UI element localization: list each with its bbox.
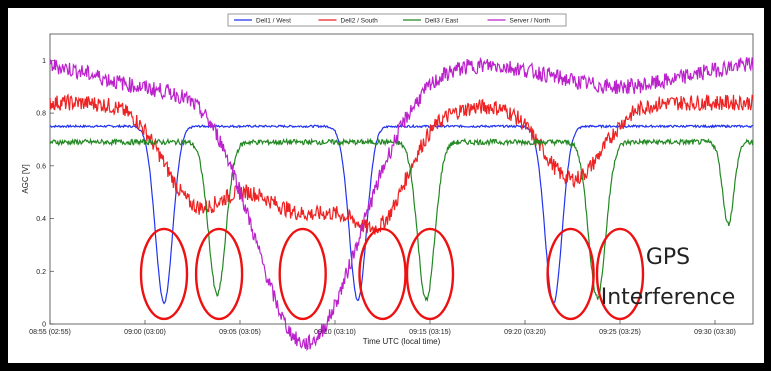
series-line-2 [49,93,754,235]
series-line-3 [49,137,754,303]
x-tick-label: 09:00 (03:00) [124,329,166,336]
chart-panel: Dell1 / West Dell2 / South Dell3 / East Ser… [8,8,764,363]
highlight-ellipse [194,227,244,321]
x-tick-label: 09:10 (03:10) [314,329,356,336]
series-lines [49,56,754,351]
legend-box [227,13,567,27]
y-tick-label: 0 [42,322,46,329]
highlight-ellipse [405,227,455,321]
x-tick-label: 09:15 (03:15) [409,329,451,336]
x-tick-label: 09:30 (03:30) [694,329,736,336]
x-axis-ticks: 08:55 (02:55) 09:00 (03:00) 09:05 (03:05) 0… [29,320,736,336]
legend-entry: Dell1 / West [256,17,291,24]
legend-entry: Dell2 / South [341,17,379,24]
y-tick-label: 1 [42,58,46,65]
highlight-ellipse [595,227,645,321]
y-tick-label: 0.2 [36,269,46,276]
legend: Dell1 / West Dell2 / South Dell3 / East Ser… [227,13,567,27]
highlight-ellipse [546,227,595,321]
highlight-ellipse [358,227,407,321]
legend-entry: Server / North [510,17,551,24]
legend-entry: Dell3 / East [425,17,458,24]
annotation-interference: Interference [601,285,736,310]
x-tick-label: 09:25 (03:25) [599,329,641,336]
y-tick-label: 0.4 [36,216,46,223]
y-tick-label: 0.8 [36,111,46,118]
annotation-gps: GPS [646,245,690,270]
y-tick-label: 0.6 [36,163,46,170]
highlight-ellipse [278,227,327,321]
x-axis-label: Time UTC (local time) [363,337,441,346]
plot-area [49,33,754,325]
y-axis-ticks: 0 0.2 0.4 0.6 0.8 1 [36,58,54,329]
highlight-ellipse [139,227,189,321]
x-tick-label: 09:20 (03:20) [504,329,546,336]
agc-line-chart: Dell1 / West Dell2 / South Dell3 / East Ser… [21,13,754,351]
series-line-4 [49,56,754,351]
x-tick-label: 08:55 (02:55) [29,329,71,336]
series-line-1 [49,123,754,305]
x-tick-label: 09:05 (03:05) [219,329,261,336]
interference-highlights [139,227,645,321]
y-axis-label: AGC [V] [21,164,30,193]
